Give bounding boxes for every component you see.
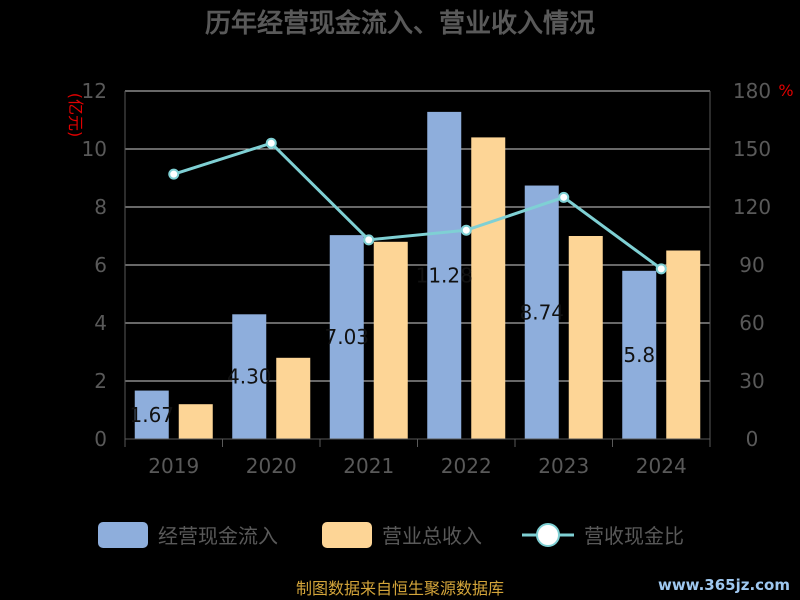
- bars: [134, 111, 701, 439]
- y-right-unit: %: [778, 81, 793, 100]
- ratio-point: [363, 234, 375, 246]
- bar-data-label: 5.8: [623, 343, 655, 367]
- x-tick-label: 2019: [148, 454, 199, 478]
- bar-revenue: [471, 137, 506, 439]
- legend-item[interactable]: 营业总收入: [322, 522, 482, 548]
- watermark: www.365jz.com: [658, 576, 790, 594]
- bar-cash-inflow: [524, 185, 559, 439]
- bar-cash-inflow: [232, 314, 267, 439]
- legend-label: 营收现金比: [584, 524, 684, 548]
- y-left-tick-label: 4: [94, 311, 107, 335]
- y-right-tick-label: 120: [733, 195, 771, 219]
- bar-revenue: [666, 250, 701, 439]
- bar-revenue: [568, 236, 603, 439]
- bar-cash-inflow: [134, 390, 169, 439]
- legend-swatch: [98, 522, 148, 548]
- ratio-line: [168, 137, 667, 275]
- gridlines: [124, 90, 711, 439]
- x-tick-label: 2021: [343, 454, 394, 478]
- bar-data-label: 7.03: [324, 325, 369, 349]
- x-tick-label: 2024: [636, 454, 687, 478]
- y-right-ticks: 0 30 60 90 120 150 180: [733, 79, 771, 451]
- y-right-tick-label: 60: [739, 311, 764, 335]
- legend-item[interactable]: 营收现金比: [522, 523, 684, 548]
- y-left-tick-label: 6: [94, 253, 107, 277]
- y-right-tick-label: 180: [733, 79, 771, 103]
- y-right-tick-label: 30: [739, 369, 764, 393]
- bar-revenue: [373, 241, 408, 439]
- ratio-point: [655, 263, 667, 275]
- legend-item[interactable]: 经营现金流入: [98, 522, 278, 548]
- y-right-tick-label: 0: [746, 427, 759, 451]
- y-left-tick-label: 0: [94, 427, 107, 451]
- ratio-point: [460, 224, 472, 236]
- bar-cash-inflow: [427, 111, 462, 439]
- ratio-point: [168, 168, 180, 180]
- y-left-tick-label: 12: [82, 79, 107, 103]
- legend-label: 营业总收入: [382, 524, 482, 548]
- bar-data-label: 11.28: [416, 263, 473, 287]
- legend[interactable]: 经营现金流入 营业总收入 营收现金比: [98, 522, 684, 548]
- y-left-tick-label: 8: [94, 195, 107, 219]
- y-left-tick-label: 10: [82, 137, 107, 161]
- bar-cash-inflow: [622, 270, 657, 439]
- bar-cash-inflow: [329, 235, 364, 439]
- chart-title: 历年经营现金流入、营业收入情况: [205, 8, 595, 39]
- legend-label: 经营现金流入: [158, 524, 278, 548]
- y-left-ticks: 0 2 4 6 8 10 12: [82, 79, 107, 451]
- legend-swatch: [322, 522, 372, 548]
- ratio-point: [558, 191, 570, 203]
- y-left-tick-label: 2: [94, 369, 107, 393]
- ratio-point: [265, 137, 277, 149]
- ratio-line-path: [173, 141, 663, 271]
- x-tick-label: 2022: [441, 454, 492, 478]
- legend-marker: [536, 523, 560, 547]
- y-right-tick-label: 90: [739, 253, 764, 277]
- bar-revenue: [178, 404, 213, 439]
- data-labels: 1.67 4.30 7.03 11.28 8.74 5.8: [129, 263, 655, 426]
- bar-data-label: 8.74: [519, 300, 564, 324]
- x-axis: 2019 2020 2021 2022 2023 2024: [124, 438, 711, 478]
- bar-data-label: 4.30: [227, 365, 272, 389]
- bar-data-label: 1.67: [129, 403, 174, 427]
- footer-source: 制图数据来自恒生聚源数据库: [296, 579, 504, 598]
- bar-revenue: [276, 357, 311, 439]
- y-right-tick-label: 150: [733, 137, 771, 161]
- x-tick-label: 2020: [246, 454, 297, 478]
- y-left-unit: (亿元): [66, 93, 85, 138]
- x-tick-label: 2023: [538, 454, 589, 478]
